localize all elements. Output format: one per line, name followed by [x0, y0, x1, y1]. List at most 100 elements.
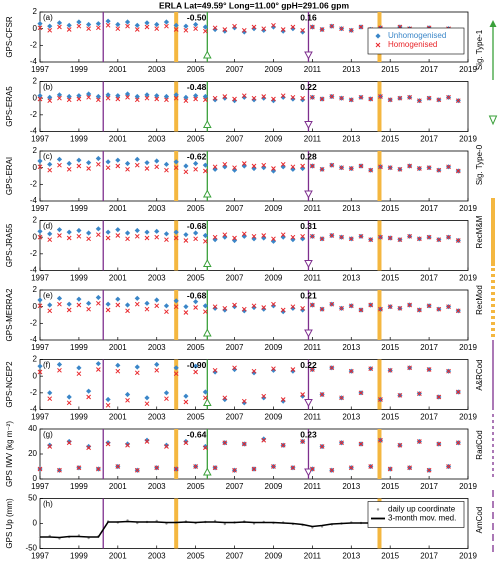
- x-marker: [310, 233, 315, 239]
- x-marker: [183, 238, 189, 243]
- diamond-marker: [183, 163, 189, 169]
- x-marker: [241, 161, 247, 166]
- diamond-marker: [173, 298, 179, 304]
- y-tick-label: 0: [33, 163, 38, 172]
- diamond-marker: [202, 303, 208, 309]
- x-marker: [310, 94, 315, 100]
- x-tick-label: 2003: [148, 482, 166, 491]
- diamond-marker: [56, 227, 63, 233]
- x-tick-label: 2017: [420, 204, 438, 213]
- diamond-marker: [163, 231, 170, 237]
- x-tick-label: 2015: [381, 274, 399, 283]
- side-legend-label: RecMod: [475, 285, 484, 315]
- x-tick-label: 2001: [109, 413, 127, 422]
- diamond-marker: [261, 27, 267, 33]
- plot-frame: [39, 220, 469, 271]
- x-marker: [164, 237, 169, 243]
- dot-marker: [223, 522, 227, 526]
- annotation: 0.22: [300, 360, 317, 370]
- x-marker: [339, 395, 344, 401]
- x-marker: [358, 94, 364, 100]
- x-marker: [280, 442, 286, 448]
- x-tick-label: 2005: [187, 482, 205, 491]
- x-marker: [66, 166, 72, 172]
- y-tick-label: -50: [25, 544, 37, 553]
- diamond-marker: [154, 297, 160, 303]
- diamond-marker: [183, 304, 189, 310]
- x-marker: [329, 162, 335, 168]
- x-tick-label: 2009: [265, 204, 283, 213]
- x-tick-label: 2009: [265, 135, 283, 144]
- annotation: -0.48: [187, 82, 207, 92]
- x-marker: [96, 97, 101, 103]
- x-tick-label: 2009: [265, 552, 283, 561]
- x-marker: [339, 165, 344, 171]
- side-legend-label: Sig. Type-0: [475, 144, 484, 185]
- x-marker: [232, 467, 237, 473]
- x-marker: [378, 437, 383, 443]
- x-tick-label: 2005: [187, 552, 205, 561]
- x-marker: [86, 26, 91, 32]
- diamond-marker: [86, 300, 92, 306]
- x-marker: [115, 163, 121, 169]
- diamond-marker: [241, 308, 247, 314]
- x-marker: [261, 94, 267, 99]
- x-marker: [436, 167, 442, 173]
- x-tick-label: 2009: [265, 65, 283, 74]
- x-marker: [271, 22, 276, 28]
- chart-title: ERLA Lat=49.59° Long=11.00° gpH=291.06 g…: [159, 0, 349, 10]
- annotation: -0.62: [187, 151, 207, 161]
- x-marker: [193, 166, 198, 172]
- x-marker: [96, 367, 101, 372]
- x-marker: [86, 445, 91, 451]
- diamond-marker: [76, 296, 82, 302]
- x-marker: [426, 467, 432, 473]
- y-axis-label: GPS-CFSR: [5, 16, 14, 58]
- x-marker: [96, 300, 101, 306]
- x-marker: [125, 308, 130, 314]
- diamond-marker: [37, 93, 43, 99]
- x-marker: [115, 233, 121, 238]
- event-triangle: [202, 258, 212, 267]
- y-axis-label: GPS-ERAI: [5, 157, 14, 195]
- x-marker: [57, 233, 62, 238]
- x-marker: [76, 23, 82, 29]
- side-legend-label: Sig. Type-1: [475, 29, 484, 70]
- x-tick-label: 2015: [381, 204, 399, 213]
- x-marker: [436, 97, 442, 103]
- y-tick-label: 2: [33, 77, 38, 86]
- diamond-marker: [202, 93, 208, 100]
- plot-frame: [39, 81, 469, 132]
- x-marker: [66, 235, 72, 241]
- diamond-marker: [144, 300, 150, 306]
- diamond-marker: [375, 33, 381, 39]
- x-marker: [387, 466, 393, 472]
- x-marker: [105, 307, 111, 313]
- diamond-marker: [193, 299, 199, 305]
- x-marker: [173, 466, 179, 472]
- diamond-marker: [37, 158, 43, 164]
- x-marker: [125, 442, 130, 448]
- x-marker: [426, 234, 432, 240]
- diamond-marker: [251, 97, 257, 103]
- x-tick-label: 1997: [31, 274, 49, 283]
- x-tick-label: 2005: [187, 135, 205, 144]
- x-marker: [426, 95, 432, 101]
- diamond-marker: [290, 96, 296, 102]
- event-triangle: [202, 397, 212, 406]
- x-marker: [407, 465, 412, 471]
- y-tick-label: 0: [33, 24, 38, 33]
- x-marker: [300, 439, 305, 444]
- diamond-marker: [212, 26, 218, 33]
- x-marker: [329, 467, 335, 473]
- x-marker: [319, 96, 325, 102]
- x-tick-label: 2013: [342, 482, 360, 491]
- x-marker: [241, 27, 247, 33]
- x-marker: [115, 26, 121, 32]
- x-marker: [125, 397, 130, 403]
- side-legend-label: RecM&M: [475, 215, 484, 248]
- annotation: -0.68: [187, 290, 207, 300]
- x-marker: [193, 26, 198, 32]
- x-marker: [397, 305, 403, 311]
- diamond-marker: [95, 226, 101, 232]
